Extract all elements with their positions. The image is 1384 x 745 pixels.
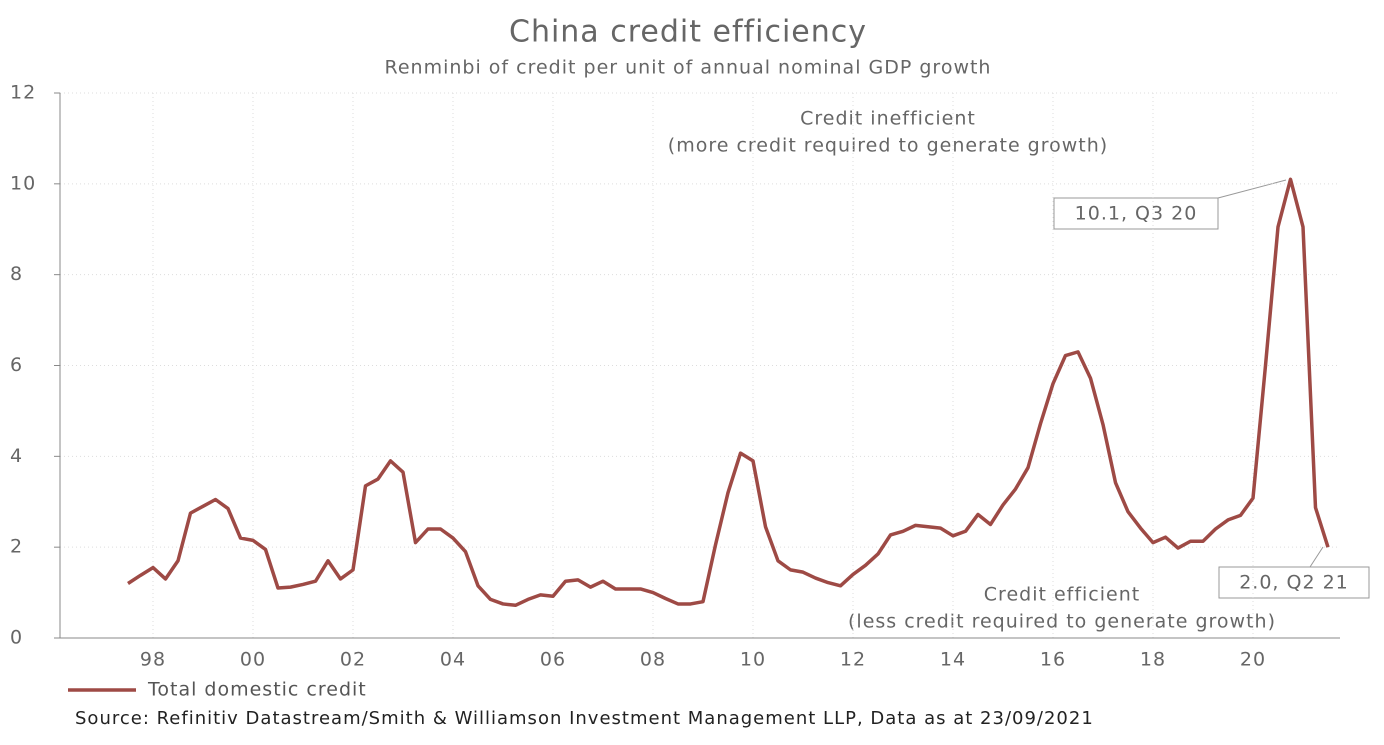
y-tick-label: 6	[10, 354, 23, 376]
chart-title: China credit efficiency	[509, 15, 867, 50]
x-tick-label: 08	[640, 649, 666, 671]
y-tick-label: 2	[10, 536, 23, 558]
x-tick-label: 02	[340, 649, 366, 671]
y-tick-label: 12	[10, 82, 36, 104]
x-tick-label: 16	[1040, 649, 1066, 671]
x-tick-label: 04	[440, 649, 466, 671]
label-box	[1053, 197, 1219, 230]
annotation: (less credit required to generate growth…	[848, 611, 1276, 633]
annotation: Credit inefficient	[800, 108, 976, 130]
data-label: 2.0, Q2 21	[1239, 572, 1349, 594]
annotation: Credit efficient	[984, 584, 1140, 606]
x-tick-label: 00	[240, 649, 266, 671]
leader-line	[1217, 179, 1287, 199]
x-tick-label: 06	[540, 649, 566, 671]
y-tick-label: 10	[10, 172, 36, 194]
data-label: 10.1, Q3 20	[1075, 203, 1198, 225]
chart-subtitle: Renminbi of credit per unit of annual no…	[385, 57, 992, 79]
x-tick-label: 98	[140, 649, 166, 671]
x-tick-label: 12	[840, 649, 866, 671]
y-tick-label: 8	[10, 263, 23, 285]
legend-label: Total domestic credit	[147, 679, 367, 701]
line-series	[127, 177, 1330, 608]
label-box	[1218, 566, 1370, 599]
x-tick-label: 20	[1240, 649, 1266, 671]
leader-line	[1309, 546, 1324, 568]
annotation: (more credit required to generate growth…	[668, 135, 1108, 157]
y-tick-label: 0	[10, 627, 23, 649]
x-tick-label: 10	[740, 649, 766, 671]
y-tick-label: 4	[10, 445, 23, 467]
x-tick-label: 18	[1140, 649, 1166, 671]
source: Source: Refinitiv Datastream/Smith & Wil…	[75, 708, 1094, 729]
x-tick-label: 14	[940, 649, 966, 671]
